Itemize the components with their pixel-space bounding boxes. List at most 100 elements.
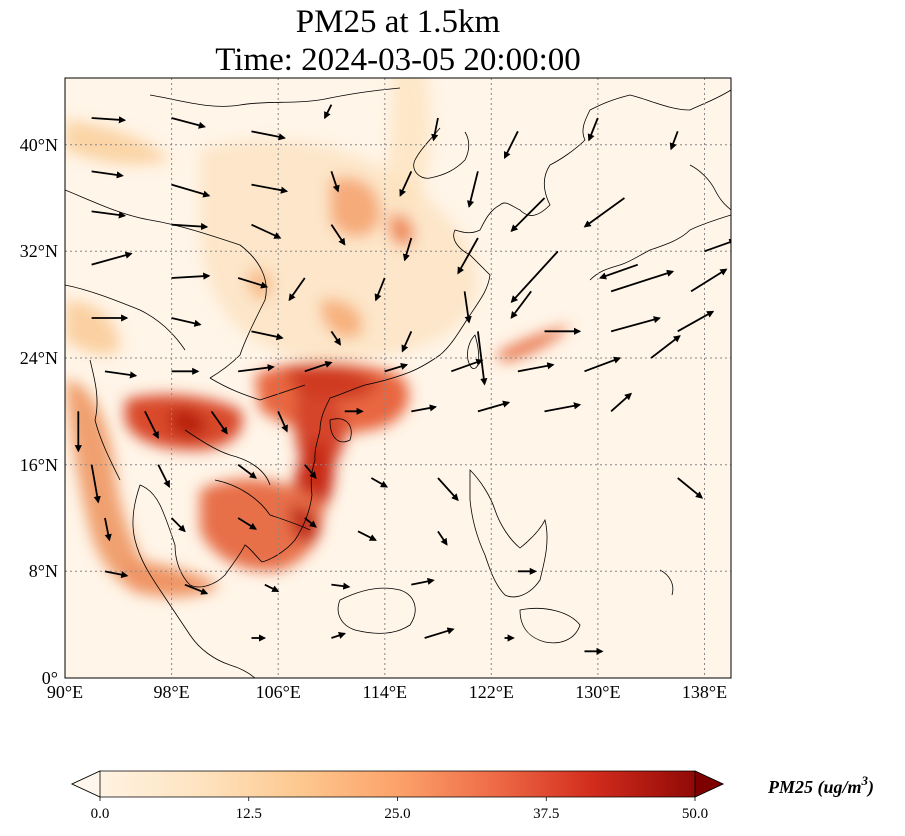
wind-arrow xyxy=(331,632,346,639)
wind-arrow xyxy=(91,116,127,124)
wind-arrow xyxy=(104,370,138,379)
wind-arrow xyxy=(677,477,704,499)
wind-arrow xyxy=(277,410,288,433)
lat-tick: 24°N xyxy=(20,348,58,368)
lat-tick: 40°N xyxy=(20,135,58,155)
wind-arrow xyxy=(288,277,306,302)
map-panel xyxy=(64,77,732,679)
wind-arrow xyxy=(304,517,317,528)
wind-arrow xyxy=(157,464,171,488)
colorbar-max-extend xyxy=(694,770,724,798)
wind-arrow xyxy=(91,210,127,219)
wind-arrow xyxy=(690,268,728,293)
coastlines xyxy=(65,87,731,678)
wind-arrow xyxy=(171,117,206,129)
map-time-subtitle: Time: 2024-03-05 20:00:00 xyxy=(215,42,581,78)
wind-arrow xyxy=(251,183,289,194)
wind-arrow xyxy=(330,171,340,193)
latitude-ticks: 0° 8°N 16°N 24°N 32°N 40°N xyxy=(20,135,58,688)
colorbar-tick: 12.5 xyxy=(236,806,262,822)
wind-arrow xyxy=(510,250,559,303)
lon-tick: 106°E xyxy=(256,682,301,702)
lon-tick: 130°E xyxy=(575,682,620,702)
wind-arrow xyxy=(437,477,459,502)
colorbar-label-text: PM25 (ug/m xyxy=(767,777,862,798)
wind-arrow xyxy=(251,130,286,141)
wind-arrow xyxy=(370,477,389,488)
wind-arrow xyxy=(610,392,632,413)
wind-arrow xyxy=(238,364,275,373)
wind-arrow xyxy=(424,627,455,639)
colorbar-label-sup: 3 xyxy=(861,773,869,788)
lon-tick: 122°E xyxy=(469,682,514,702)
wind-arrow xyxy=(437,530,448,546)
wind-arrow xyxy=(510,290,532,319)
wind-arrow xyxy=(357,530,377,541)
wind-arrow xyxy=(323,104,333,120)
colorbar: 0.0 12.5 25.0 37.5 50.0 PM25 (ug/m3) xyxy=(71,770,874,822)
wind-arrow xyxy=(704,238,731,253)
wind-arrow xyxy=(411,404,437,413)
wind-arrow xyxy=(264,583,280,593)
wind-arrow xyxy=(184,583,209,595)
wind-vectors xyxy=(74,104,731,655)
map-frame xyxy=(64,77,732,679)
longitude-ticks: 90°E 98°E 106°E 114°E 122°E 130°E 138°E xyxy=(47,682,727,702)
wind-arrow xyxy=(210,410,228,435)
wind-arrow xyxy=(503,130,519,160)
wind-arrow xyxy=(171,317,202,327)
wind-arrow xyxy=(463,291,472,324)
wind-arrow xyxy=(104,570,129,579)
wind-arrow xyxy=(91,251,133,266)
colorbar-label: PM25 (ug/m3) xyxy=(767,773,874,798)
lon-tick: 98°E xyxy=(153,682,189,702)
wind-arrow xyxy=(331,582,351,590)
wind-arrow xyxy=(251,330,284,341)
pm25-shading xyxy=(65,78,570,597)
wind-arrow xyxy=(171,183,211,198)
wind-arrow xyxy=(411,577,435,586)
wind-arrow xyxy=(450,358,484,373)
lat-tick: 0° xyxy=(42,668,58,688)
colorbar-tick: 50.0 xyxy=(682,806,708,822)
wind-arrow xyxy=(677,310,715,333)
wind-arrow xyxy=(457,237,479,275)
wind-arrow xyxy=(144,410,159,440)
wind-arrow xyxy=(477,331,488,386)
wind-arrow xyxy=(330,224,346,246)
wind-arrow xyxy=(477,400,511,413)
wind-arrow xyxy=(402,237,413,262)
wind-arrow xyxy=(517,362,555,373)
colorbar-label-close: ) xyxy=(866,777,874,798)
lat-tick: 16°N xyxy=(20,455,58,475)
wind-arrow xyxy=(374,277,386,302)
wind-arrow xyxy=(401,330,413,353)
wind-arrow xyxy=(669,131,679,151)
wind-arrow xyxy=(251,223,282,239)
wind-arrow xyxy=(237,463,257,479)
lon-tick: 138°E xyxy=(682,682,727,702)
lon-tick: 90°E xyxy=(47,682,83,702)
wind-arrow xyxy=(171,222,209,231)
wind-arrow xyxy=(384,362,409,373)
wind-arrow xyxy=(304,464,317,479)
wind-arrow xyxy=(104,517,112,542)
wind-arrow xyxy=(91,170,124,179)
wind-arrow xyxy=(610,269,675,293)
wind-arrow xyxy=(431,117,439,142)
wind-arrow xyxy=(599,263,639,280)
wind-arrow xyxy=(650,335,681,359)
wind-arrow xyxy=(171,272,211,280)
lat-tick: 32°N xyxy=(20,241,58,261)
map-title: PM25 at 1.5km xyxy=(295,4,501,40)
wind-arrow xyxy=(587,117,599,142)
colorbar-tick: 0.0 xyxy=(91,806,110,822)
lat-tick: 8°N xyxy=(29,561,58,581)
wind-arrow xyxy=(304,360,333,373)
colorbar-tick: 25.0 xyxy=(384,806,410,822)
wind-arrow xyxy=(237,517,257,530)
colorbar-body xyxy=(71,770,724,798)
lon-tick: 114°E xyxy=(363,682,408,702)
wind-arrow xyxy=(610,316,661,333)
